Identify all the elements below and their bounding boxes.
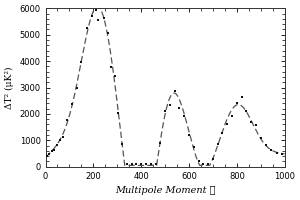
Point: [172, 89, 177, 92]
Point: [105, 32, 110, 35]
Point: [177, 107, 182, 110]
Point: [120, 142, 124, 146]
Point: [129, 162, 134, 166]
Point: [158, 141, 163, 144]
Point: [211, 157, 215, 160]
Point: [55, 143, 59, 146]
Point: [134, 162, 139, 166]
Point: [52, 148, 56, 152]
Point: [85, 26, 90, 29]
Point: [109, 66, 114, 69]
Point: [58, 138, 62, 142]
Point: [258, 137, 263, 140]
Point: [90, 15, 94, 18]
Point: [61, 136, 66, 139]
Point: [254, 124, 258, 127]
Point: [206, 162, 211, 166]
Point: [112, 74, 117, 78]
Point: [269, 148, 274, 151]
Point: [69, 102, 74, 106]
Point: [167, 103, 172, 106]
Point: [275, 151, 280, 154]
Point: [153, 162, 158, 166]
Point: [139, 162, 144, 166]
Point: [215, 143, 220, 146]
X-axis label: Multipole Moment ℓ: Multipole Moment ℓ: [115, 186, 215, 195]
Point: [187, 133, 191, 136]
Point: [220, 132, 225, 135]
Point: [225, 122, 230, 126]
Point: [64, 119, 69, 122]
Point: [182, 115, 187, 118]
Point: [234, 102, 239, 105]
Point: [239, 96, 244, 99]
Point: [47, 152, 52, 155]
Point: [201, 162, 206, 166]
Point: [45, 155, 50, 158]
Point: [93, 8, 98, 11]
Point: [102, 16, 106, 20]
Point: [244, 109, 249, 112]
Point: [124, 162, 129, 165]
Point: [116, 111, 121, 114]
Point: [148, 162, 153, 166]
Point: [230, 114, 234, 118]
Point: [96, 18, 100, 21]
Point: [163, 109, 167, 112]
Point: [44, 154, 48, 157]
Point: [74, 86, 79, 90]
Point: [196, 160, 201, 163]
Point: [280, 152, 285, 156]
Point: [144, 162, 148, 166]
Point: [263, 143, 268, 147]
Y-axis label: ΔT² (μK²): ΔT² (μK²): [5, 66, 14, 109]
Point: [79, 60, 84, 63]
Point: [98, 3, 103, 6]
Point: [249, 121, 254, 124]
Point: [191, 145, 196, 149]
Point: [49, 149, 54, 152]
